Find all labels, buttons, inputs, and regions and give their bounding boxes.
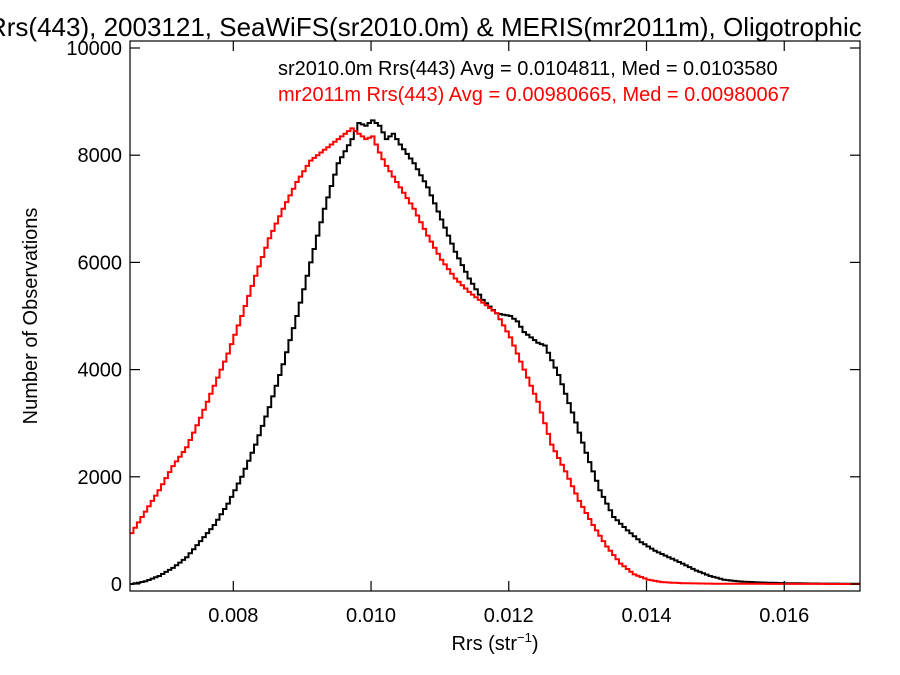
y-axis-label: Number of Observations (20, 208, 42, 425)
stat-label-sr2010: sr2010.0m Rrs(443) Avg = 0.0104811, Med … (278, 58, 778, 80)
x-tick-label: 0.010 (346, 605, 396, 627)
chart-title: Rrs(443), 2003121, SeaWiFS(sr2010.0m) & … (0, 12, 862, 42)
ticks-layer: 0.008 0.010 0.012 0.014 0.016 0 2000 4000 6000 80… (66, 38, 860, 627)
y-tick-label: 8000 (78, 145, 123, 167)
y-tick-label: 2000 (78, 467, 123, 489)
x-tick-label: 0.008 (208, 605, 258, 627)
series-line-sr2010.0m (130, 119, 860, 585)
x-axis-label-sup: −1 (517, 630, 532, 645)
x-axis-label-close: ) (532, 633, 539, 655)
x-tick-label: 0.012 (484, 605, 534, 627)
x-axis-label-main: Rrs (str (451, 633, 517, 655)
x-tick-label: 0.014 (621, 605, 671, 627)
y-tick-label: 6000 (78, 252, 123, 274)
y-tick-label: 4000 (78, 360, 123, 382)
y-tick-label: 0 (111, 574, 122, 596)
series-line-mr2011m (130, 127, 860, 585)
y-tick-label: 10000 (66, 38, 122, 60)
x-tick-label: 0.016 (759, 605, 809, 627)
x-axis-label: Rrs (str−1) (451, 630, 538, 655)
plot-frame (129, 40, 861, 592)
stat-label-mr2011: mr2011m Rrs(443) Avg = 0.00980665, Med =… (278, 84, 790, 106)
series-layer (130, 119, 860, 585)
